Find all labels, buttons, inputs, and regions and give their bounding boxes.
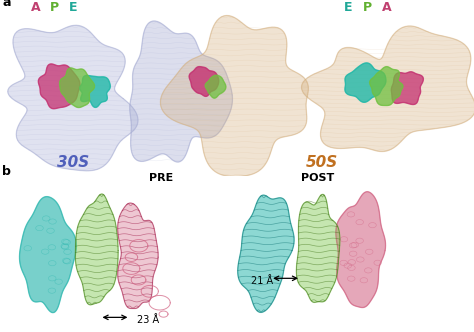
Text: P: P [50, 1, 59, 14]
Text: A: A [382, 1, 391, 14]
Polygon shape [118, 203, 158, 308]
Text: E: E [344, 1, 353, 14]
Polygon shape [238, 195, 294, 312]
Text: 21 Å: 21 Å [251, 276, 273, 286]
Text: 50S: 50S [306, 155, 338, 170]
Polygon shape [205, 75, 226, 98]
Text: E: E [69, 1, 78, 14]
Polygon shape [296, 194, 340, 302]
Text: A: A [31, 1, 40, 14]
Polygon shape [370, 67, 403, 106]
Polygon shape [189, 67, 219, 96]
Text: PRE: PRE [149, 173, 173, 183]
Polygon shape [392, 72, 423, 105]
Polygon shape [75, 194, 118, 305]
Text: b: b [2, 165, 11, 178]
Polygon shape [345, 63, 386, 102]
Polygon shape [19, 197, 76, 313]
Polygon shape [130, 21, 232, 162]
Polygon shape [301, 26, 474, 151]
Text: 30S: 30S [57, 155, 90, 170]
Text: P: P [363, 1, 372, 14]
Polygon shape [8, 25, 138, 171]
Polygon shape [160, 16, 309, 177]
Polygon shape [336, 192, 385, 307]
Polygon shape [38, 64, 80, 109]
Text: a: a [2, 0, 11, 9]
Polygon shape [80, 75, 110, 108]
Text: 23 Å: 23 Å [137, 315, 160, 325]
Text: POST: POST [301, 173, 334, 183]
Polygon shape [60, 68, 94, 108]
